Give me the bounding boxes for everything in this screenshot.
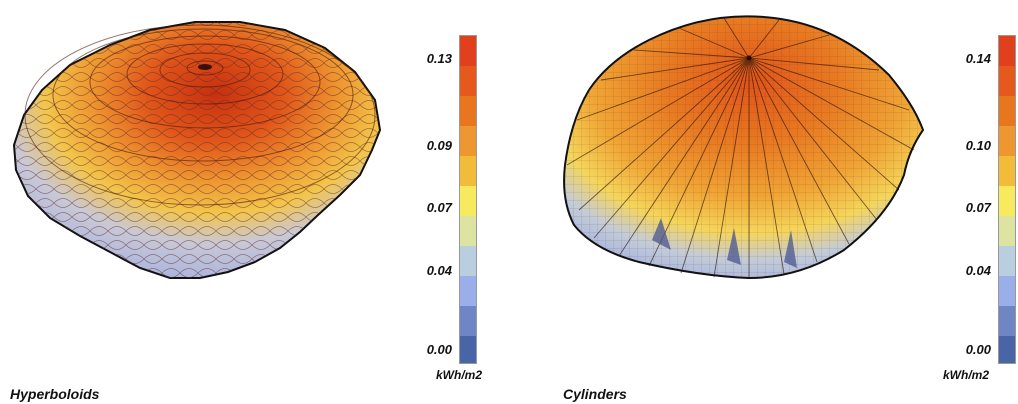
colorbar-tick: 0.00 (965, 342, 991, 357)
apex-marker (746, 55, 752, 61)
colorbar (459, 35, 477, 364)
colorbar-tick: 0.00 (426, 342, 452, 357)
panel-hyperboloids: 0.13 0.09 0.07 0.04 0.00 kWh/m2 Hyperbol… (10, 21, 483, 402)
colorbar-tick: 0.07 (426, 200, 452, 215)
panel-caption: Cylinders (563, 386, 627, 402)
panel-cylinders: 0.14 0.10 0.07 0.04 0.00 kWh/m2 Cylinder… (509, 0, 1018, 404)
cylinder-shell-render (563, 15, 925, 280)
colorbar-tick: 0.14 (965, 51, 991, 66)
hyperboloid-shell-render (12, 21, 382, 279)
colorbar-tick: 0.04 (426, 263, 452, 278)
colorbar-tick: 0.04 (965, 263, 991, 278)
colorbar-tick: 0.07 (965, 200, 991, 215)
colorbar (998, 35, 1016, 364)
colorbar-tick: 0.09 (426, 138, 452, 153)
apex-marker (198, 64, 212, 70)
colorbar-unit: kWh/m2 (436, 368, 483, 382)
colorbar-tick: 0.13 (426, 51, 452, 66)
colorbar-unit: kWh/m2 (943, 368, 990, 382)
colorbar-tick: 0.10 (965, 138, 991, 153)
panel-caption: Hyperboloids (10, 386, 100, 402)
